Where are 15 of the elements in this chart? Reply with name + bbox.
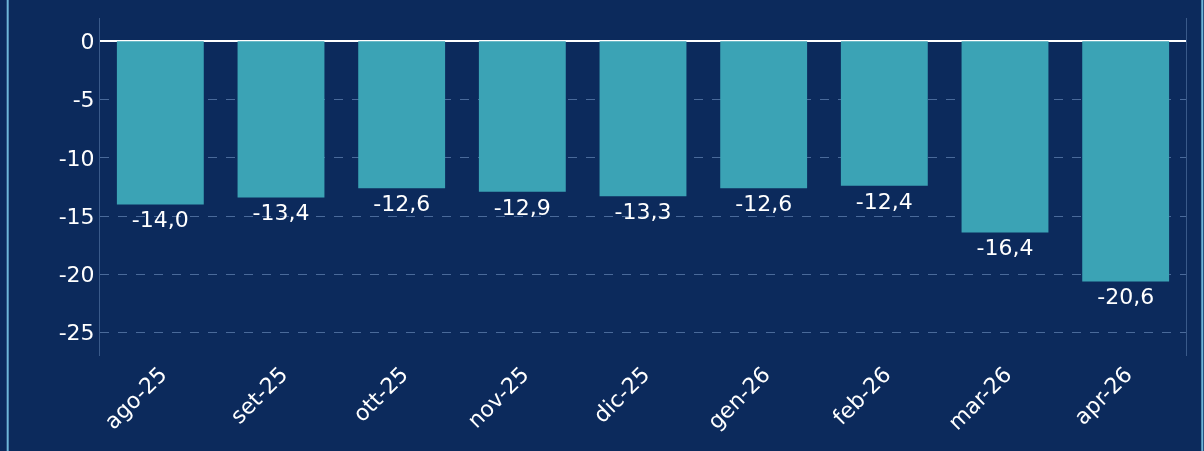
data-label: -14,0 [131,207,189,233]
data-label: -12,6 [735,191,793,217]
data-label: -16,4 [976,235,1034,261]
data-label: -13,3 [614,199,672,225]
y-tick-label: -20 [58,262,95,288]
y-tick-label: -15 [58,203,95,229]
y-tick-label: 0 [80,29,95,55]
y-tick-label: -25 [58,320,95,346]
data-label: -20,6 [1097,284,1155,310]
data-label: -13,4 [252,200,310,226]
data-label: -12,4 [855,188,913,214]
data-label: -12,9 [493,194,551,220]
y-tick-label: -5 [72,87,95,113]
y-tick-label: -10 [58,145,95,171]
data-label: -12,6 [373,191,431,217]
